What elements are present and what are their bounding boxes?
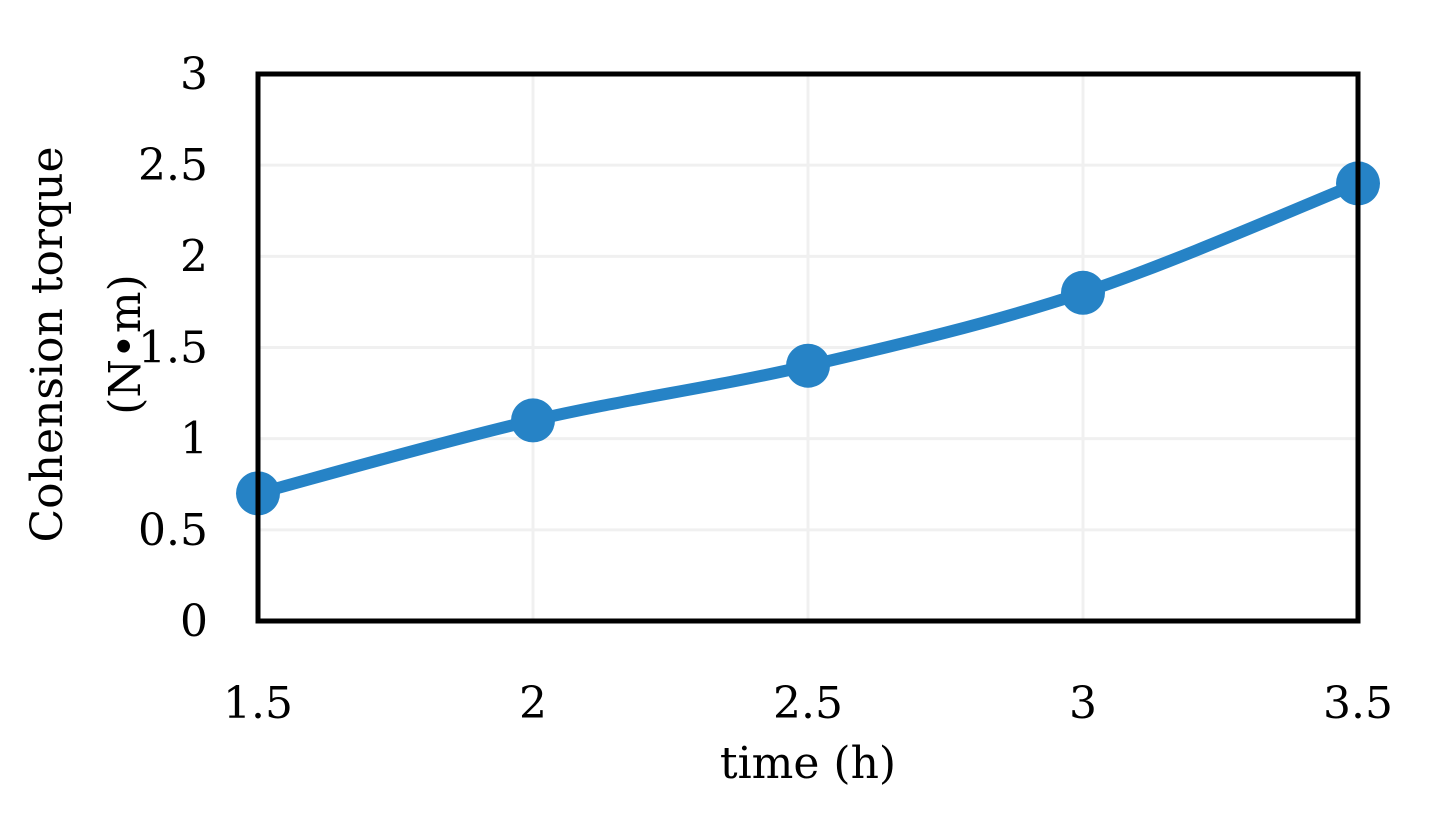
x-tick-label: 2 bbox=[519, 678, 547, 729]
data-point bbox=[1061, 270, 1105, 315]
x-tick-label: 3 bbox=[1069, 678, 1097, 729]
y-tick-labels: 0 0.5 1 1.5 2 2.5 3 bbox=[138, 49, 208, 647]
x-tick-label: 2.5 bbox=[773, 678, 843, 729]
series-layer bbox=[236, 161, 1380, 516]
y-axis-title-line2: (N•m) bbox=[100, 274, 151, 415]
data-point bbox=[511, 398, 555, 443]
y-tick-label: 3 bbox=[180, 49, 208, 100]
y-tick-label: 2.5 bbox=[138, 140, 208, 191]
x-tick-label: 1.5 bbox=[223, 678, 293, 729]
y-tick-label: 0.5 bbox=[138, 505, 208, 556]
plot-area-border bbox=[255, 71, 1361, 624]
x-tick-labels: 1.5 2 2.5 3 3.5 bbox=[223, 678, 1393, 729]
x-axis-title: time (h) bbox=[720, 738, 896, 789]
y-tick-label: 2 bbox=[180, 231, 208, 282]
y-tick-label: 0 bbox=[180, 596, 208, 647]
x-tick-label: 3.5 bbox=[1323, 678, 1393, 729]
y-axis-title-line1: Cohension torque bbox=[22, 146, 73, 542]
y-tick-label: 1 bbox=[180, 414, 208, 465]
data-point bbox=[786, 343, 830, 388]
y-tick-label: 1.5 bbox=[138, 323, 208, 374]
